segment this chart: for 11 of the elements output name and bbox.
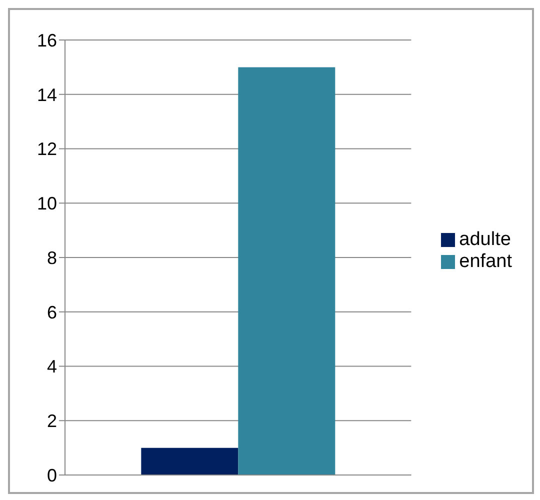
y-tick-label: 2 (46, 411, 57, 432)
y-tick-label: 16 (36, 30, 57, 50)
y-tick-label: 4 (46, 356, 57, 377)
legend-label: adulte (459, 229, 511, 250)
legend-label: enfant (459, 251, 512, 272)
y-tick-label: 12 (36, 139, 57, 160)
y-tick-label: 6 (46, 302, 57, 322)
y-tick-label: 14 (36, 84, 57, 105)
y-tick-label: 8 (46, 248, 57, 268)
y-tick-label: 0 (46, 465, 57, 486)
y-tick-label: 10 (36, 194, 57, 214)
